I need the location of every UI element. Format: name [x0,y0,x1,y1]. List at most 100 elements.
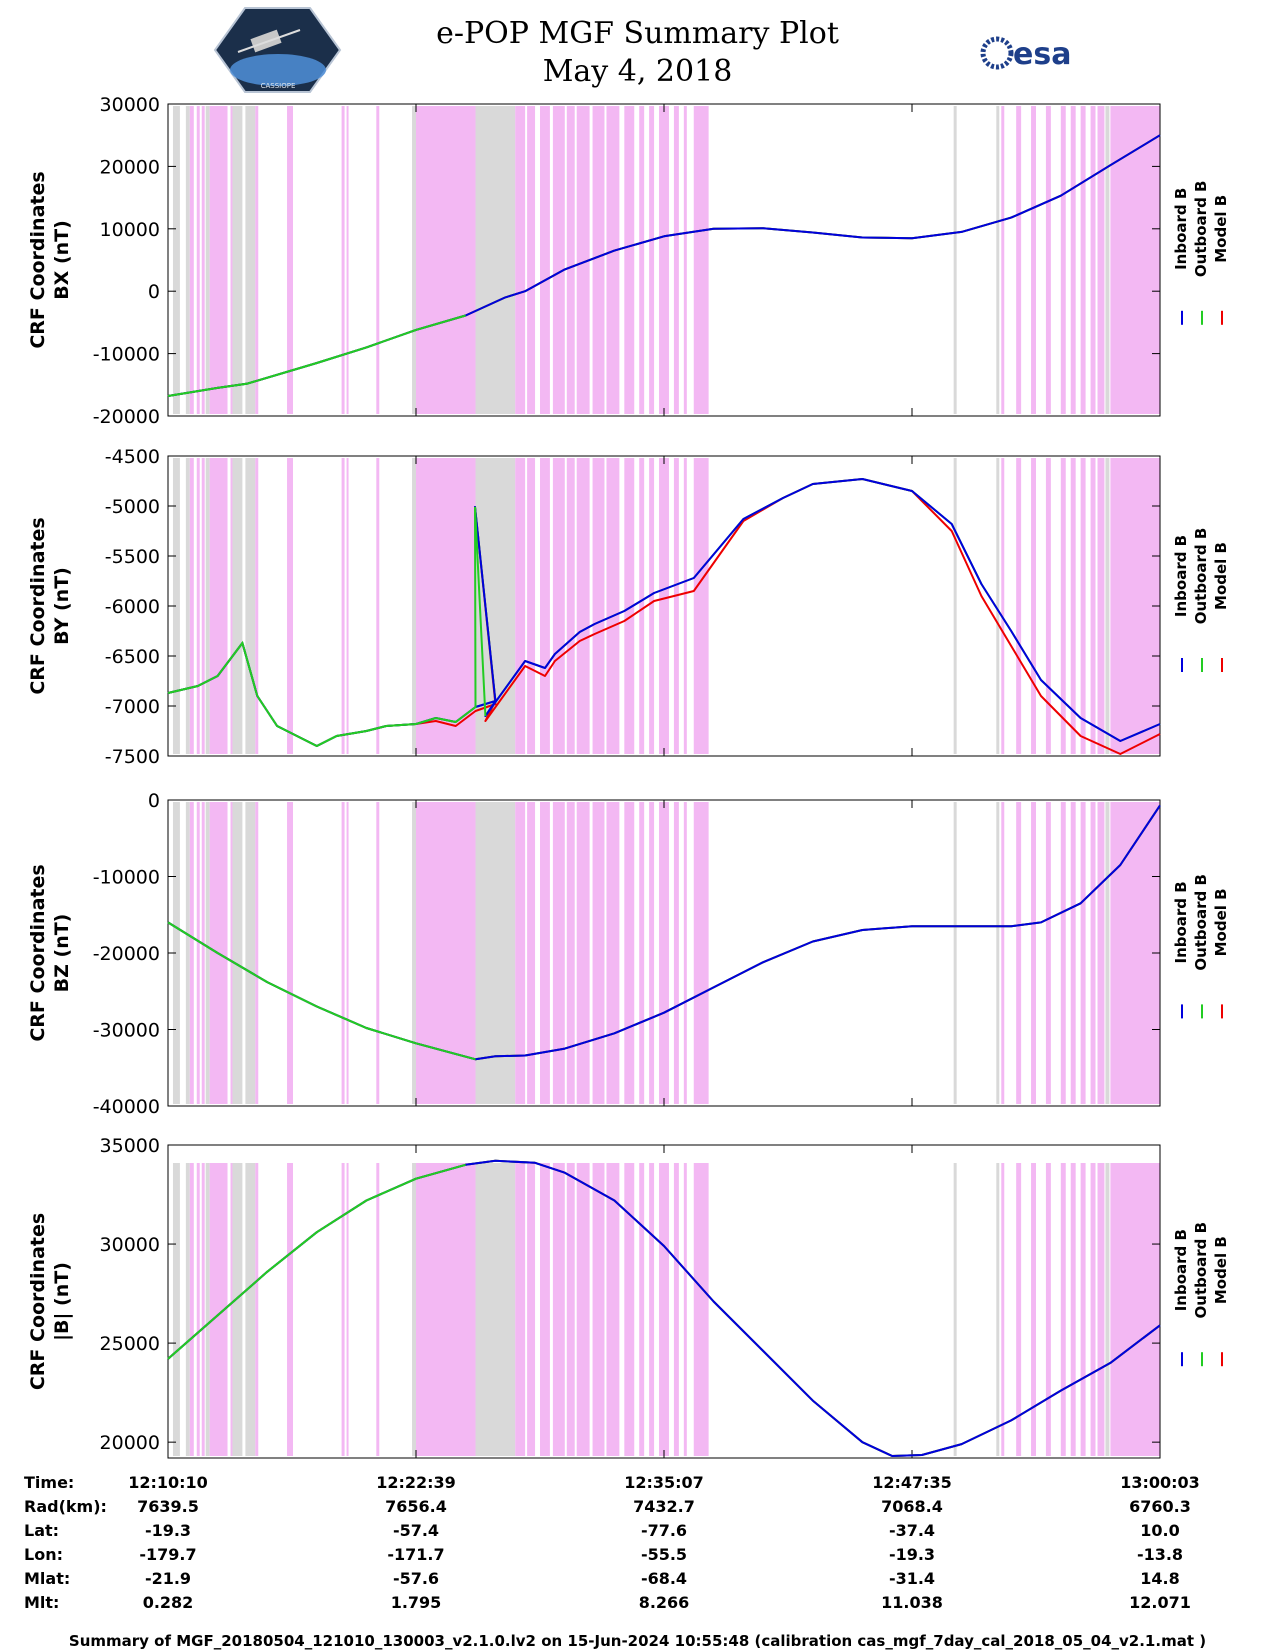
ephemeris-value: 7068.4 [881,1497,943,1516]
pink-shade-bar [693,106,709,414]
pink-shade-bar [592,802,605,1104]
pink-shade-bar [592,1163,605,1456]
ephemeris-value: -37.4 [889,1521,935,1540]
gray-shade-bar [245,106,256,414]
pink-shade-bar [673,1163,679,1456]
pink-shade-bar [673,106,679,414]
pink-shade-bar [346,106,349,414]
pink-shade-bar [624,458,635,754]
gray-shade-bar [245,458,256,754]
legend-label: Outboard B [1192,181,1210,278]
pink-shade-bar [1070,1163,1076,1456]
gray-shade-bar [245,1163,256,1456]
pink-shade-bar [1001,1163,1005,1456]
y-tick-label: 10000 [100,219,160,241]
y-tick-label: 0 [148,281,160,303]
pink-shade-bar [1016,106,1022,414]
gray-shade-bar [185,458,190,754]
pink-shade-bar [693,802,709,1104]
pink-shade-bar [196,106,200,414]
pink-shade-bar [1090,106,1096,414]
pink-shade-bar [1016,458,1022,754]
pink-shade-bar [201,106,205,414]
pink-shade-bar [552,458,565,754]
gray-shade-bar [232,1163,243,1456]
legend-label: Inboard B [1172,188,1190,270]
ephemeris-value: -77.6 [641,1521,687,1540]
pink-shade-bar [606,802,620,1104]
y-tick-label: -7000 [105,696,160,718]
pink-shade-bar [189,458,194,754]
gray-shade-bar [475,1163,516,1456]
y-tick-label: -40000 [93,1096,160,1118]
gray-shade-bar [996,802,1000,1104]
pink-shade-bar [576,458,590,754]
esa-logo: esa [980,36,1071,72]
y-axis-label: CRF Coordinates BY (nT) [27,517,73,694]
gray-shade-bar [205,458,210,754]
pink-shade-bar [1045,458,1051,754]
gray-shade-bar [996,458,1000,754]
gray-shade-bar [953,802,957,1104]
y-tick-label: 20000 [100,156,160,178]
pink-shade-bar [624,106,635,414]
pink-shade-bar [201,1163,205,1456]
gray-shade-bar [172,1163,180,1456]
pink-shade-bar [639,458,645,754]
pink-shade-bar [649,802,655,1104]
ephemeris-value: 12.071 [1129,1593,1191,1612]
pink-shade-bar [576,106,590,414]
pink-shade-bar [1016,802,1022,1104]
pink-shade-bar [230,458,233,754]
pink-shade-bar [566,1163,575,1456]
ephemeris-value: 14.8 [1140,1569,1179,1588]
legend-label: Outboard B [1192,528,1210,625]
pink-shade-bar [576,1163,590,1456]
legend-label: Model B [1212,195,1230,263]
ephemeris-value: -19.3 [145,1521,191,1540]
panel-2: -7500 -7000 -6500 -6000 -5500 -5000 -4500 CRF C… [27,446,1230,768]
ephemeris-label: Mlat: [24,1569,70,1588]
pink-shade-bar [576,802,590,1104]
pink-shade-bar [416,106,476,414]
series-line-outboard-visible [167,314,466,397]
pink-shade-bar [416,1163,476,1456]
ephemeris-label: Rad(km): [24,1497,107,1516]
pink-shade-bar [1097,106,1105,414]
pink-shade-bar [1045,802,1051,1104]
pink-shade-bar [527,458,536,754]
gray-shade-bar [996,1163,1000,1456]
pink-shade-bar [639,106,645,414]
gray-shade-bar [953,1163,957,1456]
pink-shade-bar [1060,458,1066,754]
ephemeris-value: -179.7 [139,1545,196,1564]
pink-shade-bar [230,802,233,1104]
ephemeris-value: 12:47:35 [872,1473,952,1492]
pink-shade-bar [416,802,476,1104]
pink-shade-bar [255,458,259,754]
pink-shade-bar [1097,802,1105,1104]
pink-shade-bar [540,1163,550,1456]
plot-date: May 4, 2018 [542,54,733,89]
pink-shade-bar [1001,802,1005,1104]
ephemeris-label: Time: [24,1473,74,1492]
ephemeris-value: 12:10:10 [128,1473,208,1492]
ephemeris-value: 11.038 [881,1593,943,1612]
pink-shade-bar [683,458,687,754]
gray-shade-bar [205,1163,210,1456]
series-line-outboard-visible [167,921,476,1061]
pink-shade-bar [683,1163,687,1456]
pink-shade-bar [1097,458,1105,754]
pink-shade-bar [1090,1163,1096,1456]
pink-shade-bar [1080,458,1086,754]
gray-shade-bar [232,106,243,414]
gray-shade-bar [172,458,180,754]
gray-shade-bar [205,106,210,414]
pink-shade-bar [552,802,565,1104]
pink-shade-bar [230,106,233,414]
pink-shade-bar [624,1163,635,1456]
pink-shade-bar [1110,106,1160,414]
pink-shade-bar [527,1163,536,1456]
esa-logo-text: esa [1013,37,1071,72]
